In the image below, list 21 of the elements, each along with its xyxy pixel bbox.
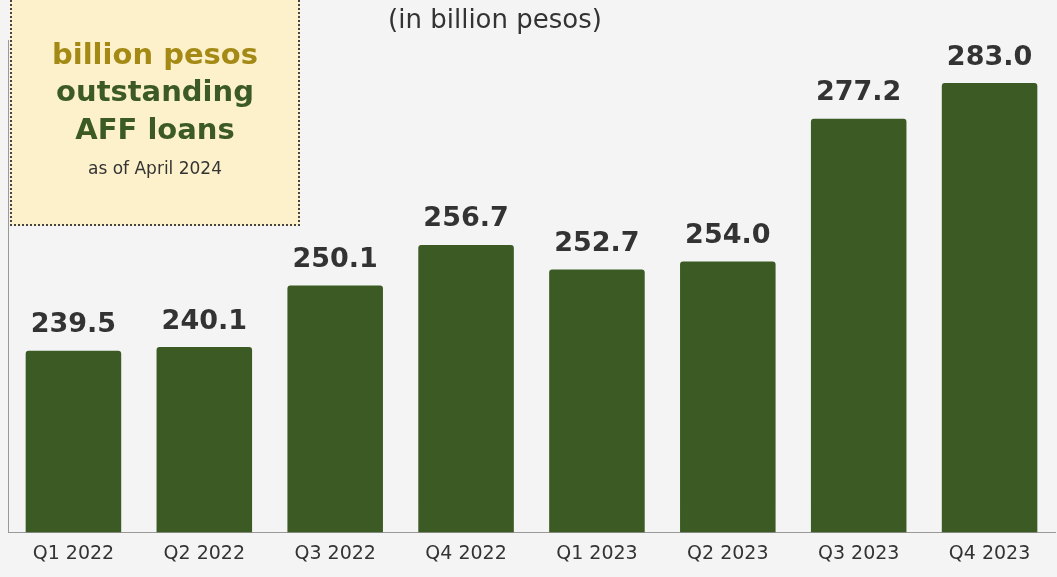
x-tick-label: Q3 2023 bbox=[817, 540, 900, 563]
data-label: 250.1 bbox=[292, 242, 378, 273]
chart-subtitle: (in billion pesos) bbox=[387, 4, 603, 34]
data-label: 252.7 bbox=[554, 226, 640, 257]
data-label: 256.7 bbox=[423, 201, 509, 233]
data-label: 239.5 bbox=[30, 307, 117, 339]
callout-box: billion pesos outstanding AFF loans as of April 2024 bbox=[10, 0, 300, 226]
data-label: 240.1 bbox=[161, 303, 248, 335]
x-tick-label: Q3 2022 bbox=[294, 540, 376, 563]
data-label: 254.0 bbox=[685, 218, 771, 250]
data-label: 283.0 bbox=[946, 39, 1033, 71]
x-tick-label: Q1 2022 bbox=[32, 540, 115, 563]
annotation: as of April 2024 bbox=[87, 158, 223, 178]
x-tick-label: Q2 2023 bbox=[687, 540, 769, 563]
data-label: 277.2 bbox=[815, 75, 902, 107]
annotation: outstanding AFF loans bbox=[55, 73, 255, 148]
x-tick-label: Q2 2022 bbox=[163, 540, 246, 563]
x-tick-label: Q4 2023 bbox=[948, 540, 1031, 563]
x-tick-label: Q4 2022 bbox=[425, 540, 507, 563]
annotation: billion pesos bbox=[50, 36, 260, 72]
x-tick-label: Q1 2023 bbox=[556, 540, 638, 563]
